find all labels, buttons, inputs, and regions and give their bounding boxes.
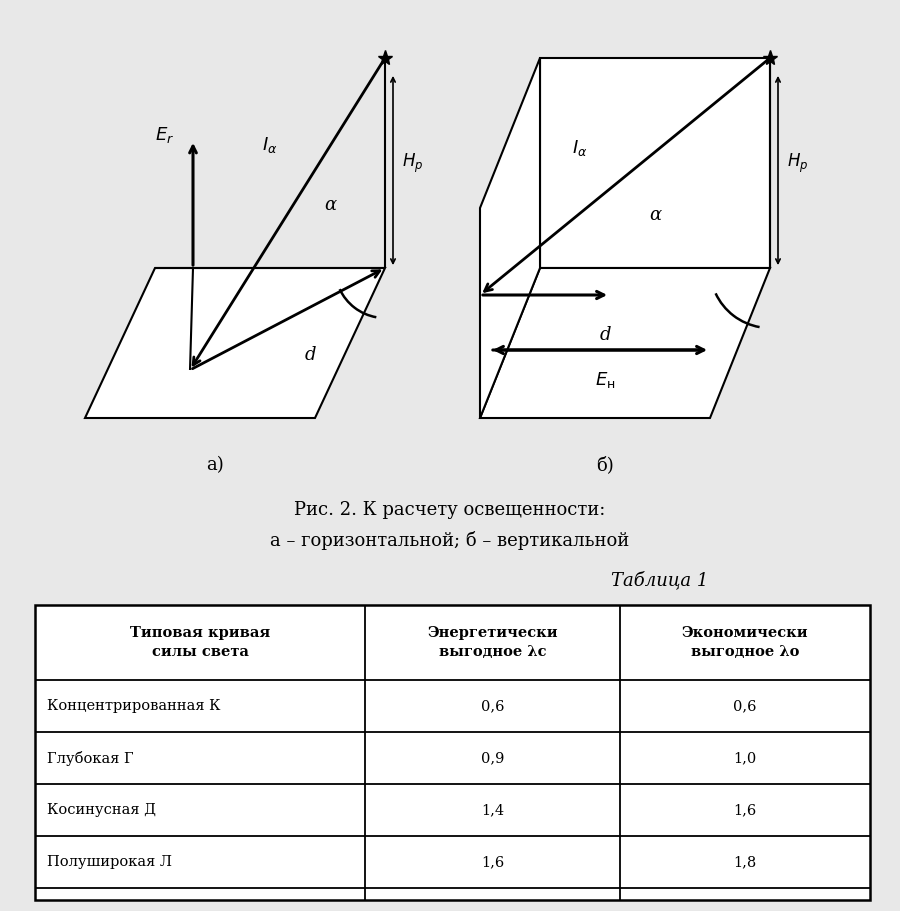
Polygon shape xyxy=(540,58,770,268)
FancyBboxPatch shape xyxy=(35,605,870,900)
Text: $E_r$: $E_r$ xyxy=(156,125,175,145)
Text: Косинусная Д: Косинусная Д xyxy=(47,803,156,817)
Text: 0,9: 0,9 xyxy=(481,751,504,765)
Text: 1,4: 1,4 xyxy=(481,803,504,817)
Text: Таблица 1: Таблица 1 xyxy=(611,570,708,589)
Text: 1,6: 1,6 xyxy=(481,855,504,869)
Text: 0,6: 0,6 xyxy=(481,699,504,713)
Text: $I_\alpha$: $I_\alpha$ xyxy=(572,138,588,158)
Text: Глубокая Г: Глубокая Г xyxy=(47,751,133,765)
Text: Типовая кривая
силы света: Типовая кривая силы света xyxy=(130,626,270,659)
Text: 0,6: 0,6 xyxy=(734,699,757,713)
Polygon shape xyxy=(480,58,540,418)
Text: а): а) xyxy=(206,456,224,474)
Text: $H_p$: $H_p$ xyxy=(402,151,424,175)
Text: $H_p$: $H_p$ xyxy=(788,151,809,175)
Text: а – горизонтальной; б – вертикальной: а – горизонтальной; б – вертикальной xyxy=(270,530,630,549)
Text: 1,0: 1,0 xyxy=(734,751,757,765)
Text: d: d xyxy=(599,326,611,344)
Text: Концентрированная К: Концентрированная К xyxy=(47,699,220,713)
Text: 1,6: 1,6 xyxy=(734,803,757,817)
Polygon shape xyxy=(480,268,770,418)
Text: б): б) xyxy=(596,456,614,474)
Text: d: d xyxy=(304,346,316,364)
Text: 1,8: 1,8 xyxy=(734,855,757,869)
Text: $I_\alpha$: $I_\alpha$ xyxy=(262,135,278,155)
Text: Рис. 2. К расчету освещенности:: Рис. 2. К расчету освещенности: xyxy=(294,501,606,519)
Text: Полуширокая Л: Полуширокая Л xyxy=(47,855,172,869)
Text: Экономически
выгодное λo: Экономически выгодное λo xyxy=(681,626,808,659)
Text: α: α xyxy=(649,206,662,224)
Polygon shape xyxy=(85,268,385,418)
Text: $E_{\text{н}}$: $E_{\text{н}}$ xyxy=(595,370,616,390)
Text: Энергетически
выгодное λc: Энергетически выгодное λc xyxy=(428,626,558,659)
Text: α: α xyxy=(324,196,336,214)
